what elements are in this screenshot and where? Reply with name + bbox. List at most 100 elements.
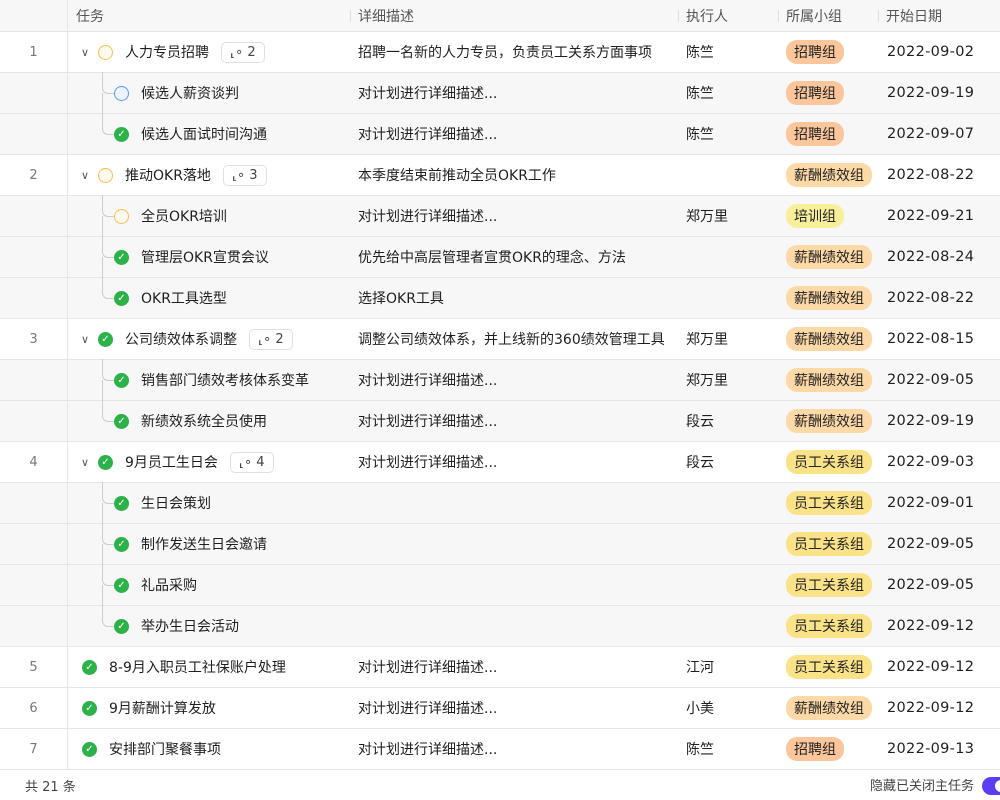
owner-cell: 陈竺 (686, 742, 714, 758)
task-title[interactable]: 9月薪酬计算发放 (109, 701, 216, 717)
column-header-group[interactable]: 所属小组 (778, 0, 878, 31)
task-title[interactable]: 安排部门聚餐事项 (109, 742, 221, 758)
task-title[interactable]: 管理层OKR宣贯会议 (141, 250, 269, 266)
task-row[interactable]: 2 ∨ 推动OKR落地 ⸤∘ 3 本季度结束前推动全员OKR工作 薪酬绩效组 202… (0, 155, 1000, 196)
check-circle-icon[interactable]: ✓ (98, 331, 113, 347)
owner-cell: 陈竺 (686, 45, 714, 61)
check-circle-icon[interactable]: ✓ (114, 372, 129, 388)
row-number: 2 (29, 167, 38, 183)
check-circle-icon[interactable]: ✓ (114, 249, 129, 265)
subtask-count: 2 (247, 44, 256, 60)
task-row[interactable]: 3 ∨ ✓ 公司绩效体系调整 ⸤∘ 2 调整公司绩效体系，并上线新的360绩效管理工具… (0, 319, 1000, 360)
description-cell (350, 483, 678, 523)
chevron-down-icon[interactable]: ∨ (80, 168, 90, 182)
description-cell: 对计划进行详细描述... (358, 701, 498, 717)
group-badge: 招聘组 (786, 81, 844, 105)
subtask-row[interactable]: ✓ 制作发送生日会邀请 员工关系组 2022-09-05 (0, 523, 1000, 565)
column-header-desc[interactable]: 详细描述 (350, 0, 678, 31)
task-cell: ∨ ✓ 公司绩效体系调整 ⸤∘ 2 (68, 319, 350, 359)
owner-cell: 段云 (686, 455, 714, 471)
task-row[interactable]: 5 ✓ 8-9月入职员工社保账户处理 对计划进行详细描述... 江河 员工关系组 … (0, 647, 1000, 688)
task-cell: ∨ ✓ 9月员工生日会 ⸤∘ 4 (68, 442, 350, 482)
row-number: 1 (29, 44, 38, 60)
task-cell: ✓ 新绩效系统全员使用 (68, 400, 350, 441)
task-title[interactable]: 全员OKR培训 (141, 209, 227, 225)
subtask-count-badge[interactable]: ⸤∘ 3 (222, 164, 267, 186)
task-title[interactable]: OKR工具选型 (141, 291, 227, 307)
column-header-date[interactable]: 开始日期 (878, 0, 1000, 31)
task-row[interactable]: 1 ∨ 人力专员招聘 ⸤∘ 2 招聘一名新的人力专员，负责员工关系方面事项 陈竺 招… (0, 32, 1000, 73)
group-badge: 招聘组 (786, 122, 844, 146)
task-row[interactable]: 4 ∨ ✓ 9月员工生日会 ⸤∘ 4 对计划进行详细描述... 段云 员工关系组 20… (0, 442, 1000, 483)
subtask-row[interactable]: ✓ 管理层OKR宣贯会议 优先给中高层管理者宣贯OKR的理念、方法 薪酬绩效组 2… (0, 236, 1000, 278)
subtask-row[interactable]: ✓ OKR工具选型 选择OKR工具 薪酬绩效组 2022-08-22 (0, 277, 1000, 319)
task-title[interactable]: 候选人薪资谈判 (141, 86, 239, 102)
description-cell (350, 606, 678, 646)
description-cell: 对计划进行详细描述... (358, 742, 498, 758)
column-header-owner[interactable]: 执行人 (678, 0, 778, 31)
task-title[interactable]: 礼品采购 (141, 578, 197, 594)
check-circle-icon[interactable]: ✓ (98, 454, 113, 470)
subtask-count-badge[interactable]: ⸤∘ 4 (229, 451, 274, 473)
subtask-count-badge[interactable]: ⸤∘ 2 (221, 41, 265, 63)
tree-connector (102, 564, 114, 605)
check-circle-icon[interactable]: ✓ (114, 290, 129, 306)
subtask-row[interactable]: ✓ 生日会策划 员工关系组 2022-09-01 (0, 482, 1000, 524)
task-row[interactable]: 7 ✓ 安排部门聚餐事项 对计划进行详细描述... 陈竺 招聘组 2022-09-… (0, 729, 1000, 770)
task-cell: ✓ 销售部门绩效考核体系变革 (68, 359, 350, 400)
in-progress-status-icon[interactable] (114, 85, 129, 101)
check-circle-icon[interactable]: ✓ (82, 741, 97, 757)
start-date-cell: 2022-09-03 (887, 454, 975, 470)
check-circle-icon[interactable]: ✓ (82, 659, 97, 675)
start-date-cell: 2022-09-12 (887, 618, 975, 634)
check-circle-icon[interactable]: ✓ (82, 700, 97, 716)
subtask-row[interactable]: ✓ 礼品采购 员工关系组 2022-09-05 (0, 564, 1000, 606)
task-title[interactable]: 公司绩效体系调整 (125, 332, 237, 348)
tree-connector (102, 359, 114, 400)
task-title[interactable]: 举办生日会活动 (141, 619, 239, 635)
check-circle-icon[interactable]: ✓ (114, 495, 129, 511)
chevron-down-icon[interactable]: ∨ (80, 332, 90, 346)
task-cell: ✓ 9月薪酬计算发放 (68, 688, 350, 728)
check-circle-icon[interactable]: ✓ (114, 577, 129, 593)
task-title[interactable]: 销售部门绩效考核体系变革 (141, 373, 309, 389)
check-circle-icon[interactable]: ✓ (114, 126, 129, 142)
pending-status-icon[interactable] (98, 44, 113, 60)
pending-status-icon[interactable] (114, 208, 129, 224)
check-circle-icon[interactable]: ✓ (114, 536, 129, 552)
group-badge: 员工关系组 (786, 491, 872, 515)
check-circle-icon[interactable]: ✓ (114, 618, 129, 634)
task-title[interactable]: 人力专员招聘 (125, 45, 209, 61)
subtask-row[interactable]: ✓ 候选人面试时间沟通 对计划进行详细描述... 陈竺 招聘组 2022-09-0… (0, 113, 1000, 155)
task-title[interactable]: 制作发送生日会邀请 (141, 537, 267, 553)
task-title[interactable]: 新绩效系统全员使用 (141, 414, 267, 430)
subtask-row[interactable]: ✓ 销售部门绩效考核体系变革 对计划进行详细描述... 郑万里 薪酬绩效组 202… (0, 359, 1000, 401)
task-title[interactable]: 推动OKR落地 (125, 168, 211, 184)
chevron-down-icon[interactable]: ∨ (80, 45, 90, 59)
column-header-task[interactable]: 任务 (76, 8, 104, 25)
hide-closed-toggle[interactable] (982, 777, 1000, 796)
row-index (0, 524, 68, 564)
pending-status-icon[interactable] (98, 167, 113, 183)
owner-cell: 小美 (686, 701, 714, 717)
hide-closed-label: 隐藏已关闭主任务 (869, 778, 974, 794)
check-circle-icon[interactable]: ✓ (114, 413, 129, 429)
description-cell: 对计划进行详细描述... (358, 127, 498, 143)
subtask-row[interactable]: ✓ 新绩效系统全员使用 对计划进行详细描述... 段云 薪酬绩效组 2022-09… (0, 400, 1000, 442)
task-cell: ✓ 举办生日会活动 (68, 605, 350, 646)
start-date-cell: 2022-09-12 (887, 659, 975, 675)
owner-cell (678, 524, 778, 564)
owner-cell (678, 483, 778, 523)
subtask-row[interactable]: 全员OKR培训 对计划进行详细描述... 郑万里 培训组 2022-09-21 (0, 195, 1000, 237)
subtask-count-badge[interactable]: ⸤∘ 2 (249, 328, 293, 350)
subtask-row[interactable]: 候选人薪资谈判 对计划进行详细描述... 陈竺 招聘组 2022-09-19 (0, 72, 1000, 114)
table-footer: 共 21 条 隐藏已关闭主任务 (0, 770, 1000, 800)
task-title[interactable]: 候选人面试时间沟通 (141, 127, 267, 143)
task-title[interactable]: 8-9月入职员工社保账户处理 (109, 660, 286, 676)
task-title[interactable]: 9月员工生日会 (125, 455, 218, 471)
chevron-down-icon[interactable]: ∨ (80, 455, 90, 469)
subtask-row[interactable]: ✓ 举办生日会活动 员工关系组 2022-09-12 (0, 605, 1000, 647)
task-title[interactable]: 生日会策划 (141, 496, 211, 512)
task-row[interactable]: 6 ✓ 9月薪酬计算发放 对计划进行详细描述... 小美 薪酬绩效组 2022-0… (0, 688, 1000, 729)
group-cell: 员工关系组 (778, 483, 878, 523)
